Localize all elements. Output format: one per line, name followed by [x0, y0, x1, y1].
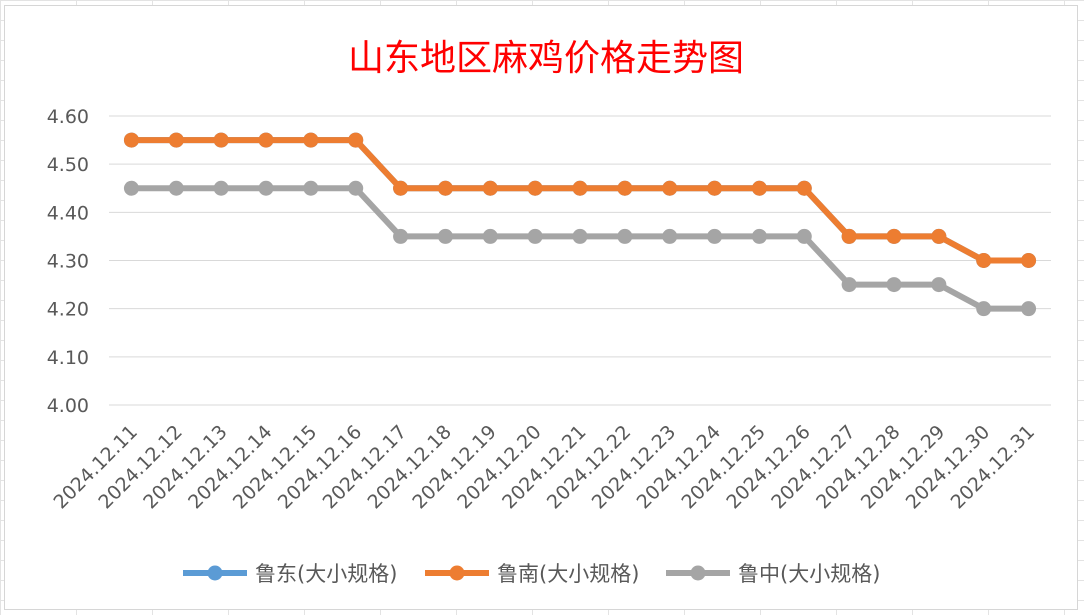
data-point — [303, 132, 319, 148]
legend-label: 鲁东(大小规格) — [255, 562, 397, 586]
legend-point-marker — [690, 565, 706, 581]
data-point — [1021, 253, 1037, 268]
y-tick-label: 4.10 — [47, 347, 89, 369]
data-point — [258, 132, 274, 148]
data-point — [437, 180, 453, 196]
data-point — [258, 180, 274, 196]
data-point — [707, 228, 723, 244]
data-point — [482, 180, 498, 196]
data-point — [976, 301, 992, 317]
data-point — [303, 180, 319, 196]
data-point — [168, 180, 184, 196]
y-tick-label: 4.40 — [47, 202, 89, 224]
legend-item[interactable]: 鲁中(大小规格) — [666, 562, 880, 586]
y-tick-label: 4.60 — [47, 106, 89, 128]
data-point — [123, 180, 139, 196]
data-point — [707, 180, 723, 196]
data-point — [1021, 301, 1037, 317]
data-point — [572, 228, 588, 244]
legend-item[interactable]: 鲁东(大小规格) — [183, 562, 397, 586]
data-point — [617, 180, 633, 196]
y-tick-label: 4.20 — [47, 299, 89, 321]
data-point — [393, 180, 409, 196]
data-point — [437, 228, 453, 244]
line-chart: 山东地区麻鸡价格走势图 4.00 4.10 4.20 4.30 4.40 4.50 4.60… — [47, 38, 1051, 586]
data-point — [123, 132, 139, 148]
data-point — [572, 180, 588, 196]
data-point — [393, 228, 409, 244]
series-lines — [123, 132, 1037, 317]
y-axis-tick-labels: 4.00 4.10 4.20 4.30 4.40 4.50 4.60 — [47, 106, 89, 417]
data-point — [886, 277, 902, 293]
data-point — [841, 228, 857, 244]
data-point — [213, 132, 229, 148]
y-tick-label: 4.00 — [47, 395, 89, 417]
legend-item[interactable]: 鲁南(大小规格) — [425, 562, 639, 586]
series — [123, 132, 1037, 268]
data-point — [662, 180, 678, 196]
data-point — [662, 228, 678, 244]
data-point — [527, 180, 543, 196]
data-point — [168, 132, 184, 148]
legend-label: 鲁中(大小规格) — [738, 562, 880, 586]
y-tick-label: 4.30 — [47, 251, 89, 273]
data-point — [751, 228, 767, 244]
data-point — [931, 228, 947, 244]
data-point — [213, 180, 229, 196]
data-point — [348, 132, 364, 148]
legend-point-marker — [449, 565, 465, 581]
data-point — [617, 228, 633, 244]
data-point — [482, 228, 498, 244]
data-point — [527, 228, 543, 244]
data-point — [348, 180, 364, 196]
grid-lines — [109, 115, 1051, 406]
series — [123, 132, 1037, 268]
data-point — [931, 277, 947, 293]
x-axis-tick-labels: 2024.12.112024.12.122024.12.132024.12.14… — [49, 421, 1039, 513]
series — [123, 180, 1037, 317]
data-point — [841, 277, 857, 293]
data-point — [751, 180, 767, 196]
legend-point-marker — [207, 565, 223, 581]
chart-title: 山东地区麻鸡价格走势图 — [348, 38, 744, 79]
data-point — [796, 180, 812, 196]
legend[interactable]: 鲁东(大小规格) 鲁南(大小规格) 鲁中(大小规格) — [183, 562, 880, 586]
data-point — [976, 253, 992, 268]
legend-label: 鲁南(大小规格) — [497, 562, 639, 586]
chart-frame[interactable]: 山东地区麻鸡价格走势图 4.00 4.10 4.20 4.30 4.40 4.50 4.60… — [4, 5, 1078, 610]
data-point — [886, 228, 902, 244]
y-tick-label: 4.50 — [47, 154, 89, 176]
data-point — [796, 228, 812, 244]
